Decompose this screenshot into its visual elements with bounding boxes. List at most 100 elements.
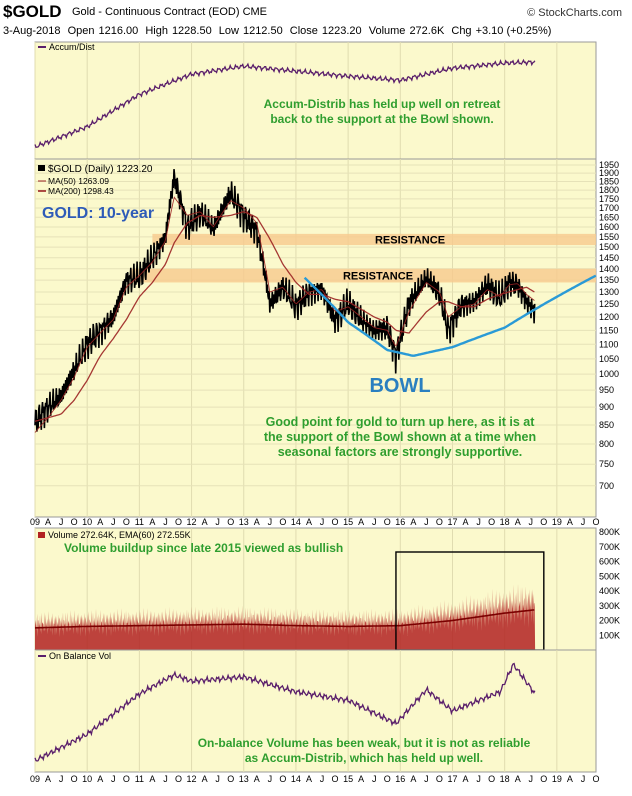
instrument-title: Gold - Continuous Contract (EOD) CME bbox=[72, 6, 268, 18]
x-axis-label: O bbox=[488, 517, 495, 527]
volume-legend-swatch bbox=[38, 532, 45, 538]
x-axis-label: 10 bbox=[82, 517, 92, 527]
price-tick-label: 1200 bbox=[599, 312, 619, 322]
price-tick-label: 950 bbox=[599, 385, 614, 395]
x-axis-label: A bbox=[358, 517, 364, 527]
price-tick-label: 850 bbox=[599, 420, 614, 430]
volume-bars bbox=[35, 583, 536, 650]
x-axis-label-bottom: O bbox=[279, 774, 286, 784]
price-annotation: seasonal factors are strongly supportive… bbox=[278, 445, 523, 459]
x-axis-label-bottom: A bbox=[97, 774, 103, 784]
volume-tick-label: 400K bbox=[599, 586, 620, 596]
bowl-curve bbox=[303, 274, 597, 357]
price-tick-label: 1100 bbox=[599, 339, 618, 349]
price-annotation: the support of the Bowl shown at a time … bbox=[264, 430, 536, 444]
x-axis-label: J bbox=[424, 517, 429, 527]
x-axis-label: A bbox=[254, 517, 260, 527]
price-tick-label: 1600 bbox=[599, 222, 619, 232]
x-axis-label-bottom: J bbox=[372, 774, 377, 784]
x-axis-label-bottom: A bbox=[149, 774, 155, 784]
x-axis-label-bottom: A bbox=[358, 774, 364, 784]
low-value: 1212.50 bbox=[242, 25, 283, 37]
x-axis-label-bottom: J bbox=[111, 774, 116, 784]
volume-tick-label: 100K bbox=[599, 630, 620, 640]
bowl-label: BOWL bbox=[369, 375, 430, 397]
x-axis-label-bottom: J bbox=[268, 774, 273, 784]
open-value: 1216.00 bbox=[98, 25, 139, 37]
brand-credit[interactable]: © StockCharts.com bbox=[527, 7, 622, 19]
chart-header: $GOLD Gold - Continuous Contract (EOD) C… bbox=[0, 0, 632, 42]
x-axis-label-bottom: J bbox=[59, 774, 64, 784]
obv-legend: On Balance Vol bbox=[49, 651, 111, 661]
x-axis-label: O bbox=[436, 517, 443, 527]
x-axis-label-bottom: O bbox=[540, 774, 547, 784]
x-axis-label-bottom: O bbox=[227, 774, 234, 784]
x-axis-label: J bbox=[476, 517, 481, 527]
x-axis-label: J bbox=[59, 517, 64, 527]
volume-legend: Volume 272.64K, EMA(60) 272.55K bbox=[48, 530, 191, 540]
x-axis-label: 19 bbox=[552, 517, 562, 527]
x-axis-label-bottom: J bbox=[529, 774, 534, 784]
price-tick-label: 750 bbox=[599, 459, 614, 469]
x-axis-label: O bbox=[384, 517, 391, 527]
high-value: 1228.50 bbox=[171, 25, 212, 37]
obv-panel bbox=[34, 649, 597, 773]
x-axis-label: J bbox=[215, 517, 220, 527]
x-axis-label: 16 bbox=[395, 517, 405, 527]
accum-dist-annotation: Accum-Distrib has held up well on retrea… bbox=[264, 97, 501, 111]
x-axis-label: A bbox=[515, 517, 521, 527]
resistance-label: RESISTANCE bbox=[343, 271, 413, 283]
x-axis-label: A bbox=[45, 517, 51, 527]
volume-tick-label: 300K bbox=[599, 601, 620, 611]
open-label: Open bbox=[67, 25, 95, 37]
volume-tick-label: 500K bbox=[599, 571, 620, 581]
price-legend-swatch bbox=[38, 165, 45, 171]
x-axis-label: A bbox=[410, 517, 416, 527]
x-axis-label: O bbox=[592, 517, 599, 527]
volume-tick-label: 800K bbox=[599, 527, 620, 537]
x-axis-label: J bbox=[529, 517, 534, 527]
x-axis-label: O bbox=[332, 517, 339, 527]
x-axis-label-bottom: O bbox=[332, 774, 339, 784]
price-tick-label: 800 bbox=[599, 439, 614, 449]
x-axis-label-bottom: J bbox=[581, 774, 586, 784]
volume-tick-label: 600K bbox=[599, 557, 620, 567]
resistance-band bbox=[152, 233, 596, 246]
x-axis-label-bottom: A bbox=[463, 774, 469, 784]
quote-date: 3-Aug-2018 bbox=[3, 25, 61, 37]
x-axis-label: A bbox=[97, 517, 103, 527]
price-tick-label: 900 bbox=[599, 402, 614, 412]
x-axis-label-bottom: 15 bbox=[343, 774, 353, 784]
resistance-band bbox=[130, 268, 596, 283]
x-axis-label-bottom: 09 bbox=[30, 774, 40, 784]
obv-annotation: as Accum-Distrib, which has held up well… bbox=[245, 751, 483, 765]
gold-10-year-label: GOLD: 10-year bbox=[42, 205, 154, 222]
x-axis-label: J bbox=[320, 517, 325, 527]
x-axis-label: J bbox=[163, 517, 168, 527]
price-tick-label: 1400 bbox=[599, 264, 619, 274]
x-axis-label: J bbox=[111, 517, 116, 527]
price-tick-label: 1450 bbox=[599, 253, 619, 263]
price-panel bbox=[34, 158, 597, 518]
volume-ema-line bbox=[34, 609, 535, 629]
x-axis-label-bottom: A bbox=[306, 774, 312, 784]
x-axis-label: A bbox=[149, 517, 155, 527]
price-tick-label: 1150 bbox=[599, 325, 618, 335]
accum-dist-legend: Accum/Dist bbox=[49, 42, 95, 52]
price-tick-label: 1950 bbox=[599, 160, 619, 170]
x-axis-label-bottom: 13 bbox=[239, 774, 249, 784]
x-axis-label: O bbox=[279, 517, 286, 527]
price-tick-label: 1000 bbox=[599, 369, 619, 379]
price-tick-label: 1350 bbox=[599, 275, 619, 285]
ma-legend-label: MA(200) 1298.43 bbox=[48, 186, 114, 196]
x-axis-label-bottom: J bbox=[476, 774, 481, 784]
x-axis-label: 13 bbox=[239, 517, 249, 527]
volume-annotation: Volume buildup since late 2015 viewed as… bbox=[64, 541, 343, 555]
x-axis-label-bottom: O bbox=[123, 774, 130, 784]
price-legend-title: $GOLD (Daily) 1223.20 bbox=[48, 164, 153, 175]
x-axis-label-bottom: 18 bbox=[500, 774, 510, 784]
x-axis-label-bottom: 17 bbox=[447, 774, 457, 784]
x-axis-label: O bbox=[71, 517, 78, 527]
x-axis-label-bottom: O bbox=[384, 774, 391, 784]
x-axis-label-bottom: A bbox=[410, 774, 416, 784]
